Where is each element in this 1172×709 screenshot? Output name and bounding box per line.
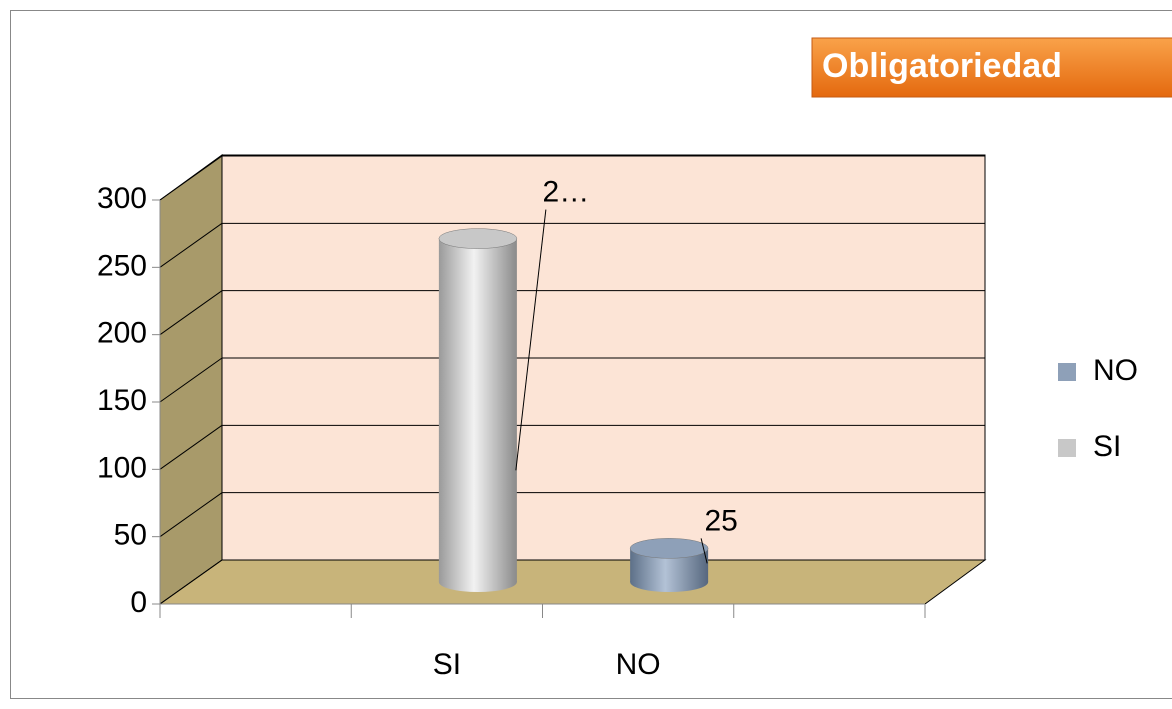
y-tick-label: 0 <box>130 586 147 619</box>
leader-line <box>515 209 547 471</box>
grid-line <box>159 424 223 470</box>
y-tick-label: 50 <box>114 519 147 552</box>
leader-line <box>700 538 708 564</box>
value-label: 2… <box>543 176 590 209</box>
bar <box>438 228 518 592</box>
bar <box>629 538 709 592</box>
legend-swatch <box>1058 363 1076 381</box>
y-tick-label: 100 <box>97 451 147 484</box>
value-label: 25 <box>704 504 737 537</box>
bar-top <box>438 228 518 249</box>
chart-title: Obligatoriedad <box>822 47 1062 85</box>
grid-line <box>159 492 223 538</box>
grid-line <box>159 357 223 403</box>
title-box <box>811 37 1172 98</box>
bar-top <box>629 538 709 559</box>
bar-body <box>438 238 517 582</box>
floor <box>158 559 987 605</box>
y-tick-label: 250 <box>97 249 147 282</box>
y-tick-label: 200 <box>97 317 147 350</box>
grid-line <box>159 155 223 201</box>
y-tick-label: 300 <box>97 182 147 215</box>
legend-swatch <box>1058 439 1076 457</box>
x-tick-label: NO <box>616 648 661 681</box>
grid-line <box>159 222 223 268</box>
legend-label: SI <box>1093 430 1121 463</box>
grid-line <box>159 290 223 336</box>
x-tick-label: SI <box>433 648 461 681</box>
y-tick-label: 150 <box>97 384 147 417</box>
legend-label: NO <box>1093 354 1138 387</box>
grid-line <box>159 559 223 605</box>
